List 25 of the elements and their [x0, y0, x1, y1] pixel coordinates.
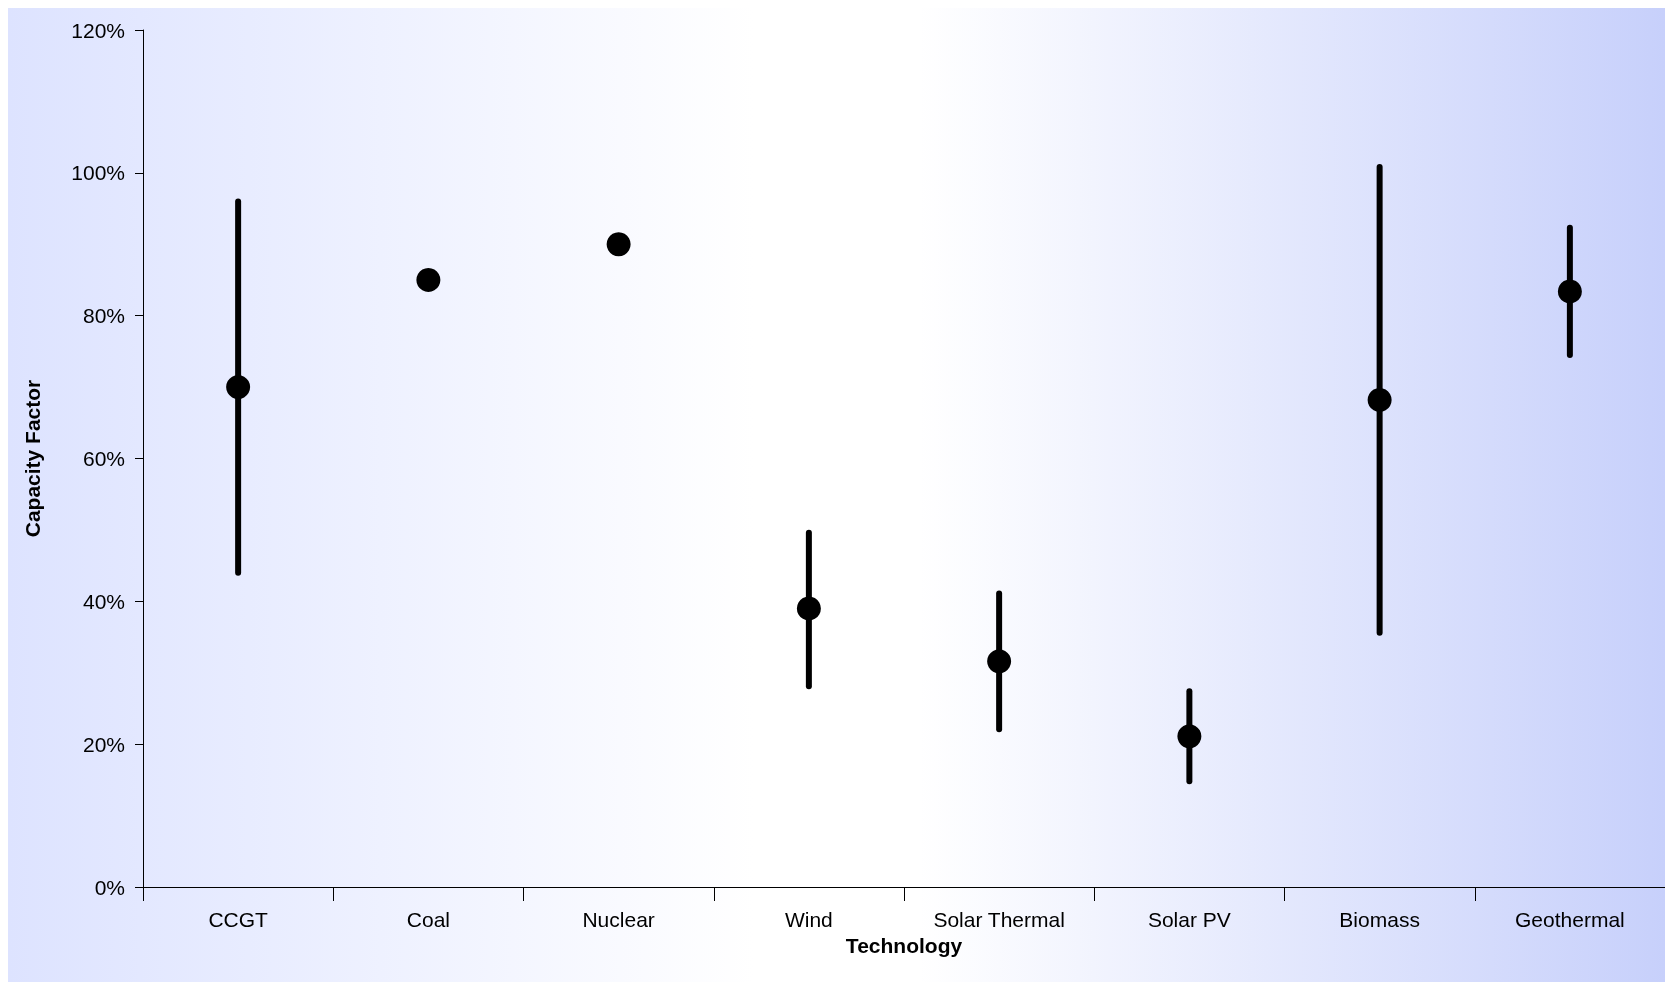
x-tick-label: Wind: [784, 908, 833, 931]
x-tick-label: Coal: [406, 908, 450, 931]
point: [606, 232, 631, 257]
y-tick-label: 0%: [94, 875, 125, 899]
point: [1177, 724, 1202, 749]
y-tick-label: 20%: [82, 732, 125, 756]
y-tick-label: 40%: [82, 589, 125, 613]
y-tick-label: 80%: [82, 304, 125, 328]
y-tick-label: 120%: [71, 18, 125, 42]
point: [796, 596, 821, 621]
x-tick-label: Nuclear: [582, 908, 655, 931]
x-tick-label: Biomass: [1339, 908, 1420, 931]
point: [1557, 279, 1582, 304]
x-tick-label: Solar Thermal: [933, 908, 1065, 931]
y-tick-label: 60%: [82, 447, 125, 470]
x-tick-label: CCGT: [208, 908, 269, 931]
y-tick-label: 100%: [71, 161, 125, 185]
point: [1367, 387, 1392, 412]
x-tick-label: Geothermal: [1515, 908, 1625, 931]
x-tick-label: Solar PV: [1147, 908, 1231, 931]
point: [416, 267, 441, 292]
x-axis-title: Technology: [845, 933, 963, 957]
point: [226, 375, 251, 400]
point: [987, 649, 1012, 674]
y-axis-title: Capacity Factor: [21, 379, 44, 538]
